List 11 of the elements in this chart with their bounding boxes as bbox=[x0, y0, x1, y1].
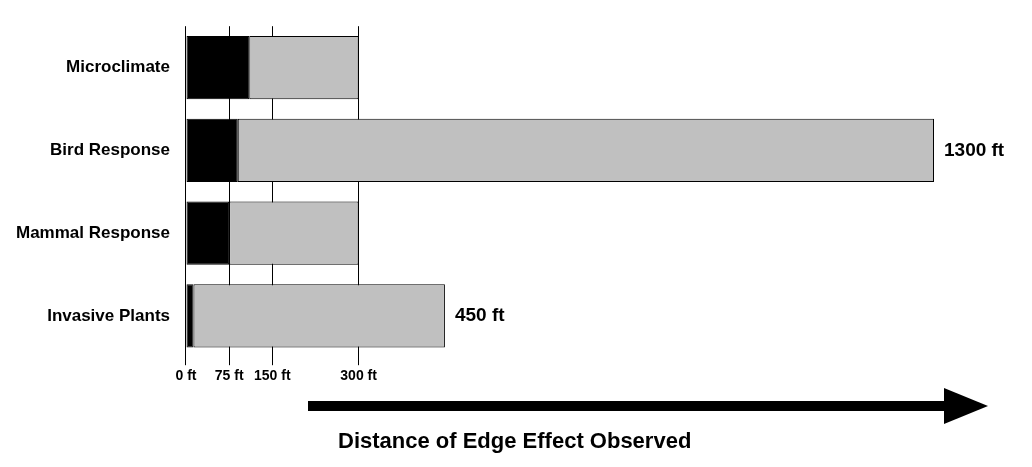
y-tick-label: Bird Response bbox=[50, 140, 170, 160]
x-tick-label: 300 ft bbox=[340, 367, 378, 384]
total-label: 1300 ft bbox=[944, 138, 1005, 160]
x-tick-label: 75 ft bbox=[214, 367, 244, 384]
x-tick-label: 150 ft bbox=[254, 367, 291, 384]
y-tick-label: Mammal Response bbox=[16, 222, 170, 242]
x-tick-label: 0 ft bbox=[175, 367, 197, 384]
x-axis-title: Distance of Edge Effect Observed bbox=[338, 428, 693, 454]
y-tick-label: Invasive Plants bbox=[47, 305, 170, 325]
total-label: 450 ft bbox=[454, 304, 506, 326]
y-tick-label: Microclimate bbox=[66, 57, 170, 77]
